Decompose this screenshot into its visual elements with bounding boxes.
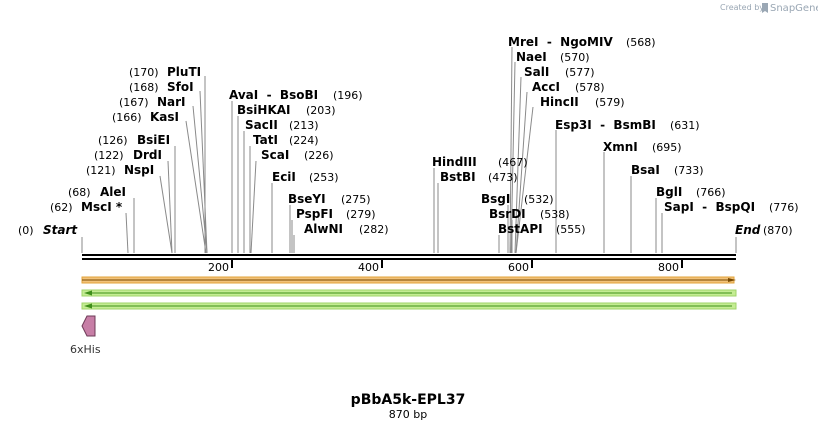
site-name-kasi[interactable]: KasI xyxy=(150,110,179,124)
restriction-sites: (170) PluTI (168) SfoI (167) NarI (166) … xyxy=(50,35,799,236)
site-name-alwni[interactable]: AlwNI xyxy=(304,222,343,236)
site-pos-bsiei: (126) xyxy=(98,134,128,147)
site-pos-scai: (226) xyxy=(304,149,334,162)
site-pos-kasi: (166) xyxy=(112,111,142,124)
site-name-alei[interactable]: AleI xyxy=(100,185,126,199)
site-name-bsgi[interactable]: BsgI xyxy=(481,192,510,206)
end-label: End xyxy=(735,223,761,237)
ruler-label-800: 800 xyxy=(658,261,679,274)
site-name-hincii[interactable]: HincII xyxy=(540,95,579,109)
ruler-label-400: 400 xyxy=(358,261,379,274)
site-pos-hindiii: (467) xyxy=(498,156,528,169)
site-name-pspfi[interactable]: PspFI xyxy=(296,207,333,221)
site-name-bstbi[interactable]: BstBI xyxy=(440,170,476,184)
site-pos-acci: (578) xyxy=(575,81,605,94)
ruler-label-200: 200 xyxy=(208,261,229,274)
site-pos-bsrdi: (538) xyxy=(540,208,570,221)
site-name-esp3i-bsmbi[interactable]: Esp3I - BsmBI xyxy=(555,118,656,132)
site-name-pluti[interactable]: PluTI xyxy=(167,65,201,79)
map-subtitle: 870 bp xyxy=(389,408,427,421)
feature-6xhis[interactable]: 6xHis xyxy=(70,315,101,356)
site-name-tati[interactable]: TatI xyxy=(253,133,278,147)
site-pos-hincii: (579) xyxy=(595,96,625,109)
site-pos-nari: (167) xyxy=(119,96,149,109)
site-pos-alei: (68) xyxy=(68,186,91,199)
site-name-sali[interactable]: SalI xyxy=(524,65,549,79)
site-pos-alwni: (282) xyxy=(359,223,389,236)
snapgene-logo-icon xyxy=(762,3,768,13)
site-name-mrei-ngomiv[interactable]: MreI - NgoMIV xyxy=(508,35,613,49)
ruler: 200 400 600 800 xyxy=(208,260,683,274)
site-pos-mrei-ngomiv: (568) xyxy=(626,36,656,49)
start-label: Start xyxy=(43,223,78,237)
site-pos-bgli: (766) xyxy=(696,186,726,199)
site-pos-sfoi: (168) xyxy=(129,81,159,94)
site-pos-bsai: (733) xyxy=(674,164,704,177)
site-name-hindiii[interactable]: HindIII xyxy=(432,155,477,169)
site-pos-drdi: (122) xyxy=(94,149,124,162)
site-pos-bstbi: (473) xyxy=(488,171,518,184)
site-name-drdi[interactable]: DrdI xyxy=(133,148,162,162)
site-name-scai[interactable]: ScaI xyxy=(261,148,289,162)
created-by-text: Created by xyxy=(720,3,764,12)
site-pos-bsgi: (532) xyxy=(524,193,554,206)
start-position: (0) xyxy=(18,224,34,237)
site-pos-pluti: (170) xyxy=(129,66,159,79)
site-name-msci[interactable]: MscI * xyxy=(81,200,123,214)
site-pos-naei: (570) xyxy=(560,51,590,64)
site-pos-msci: (62) xyxy=(50,201,73,214)
site-name-xmni[interactable]: XmnI xyxy=(603,140,638,154)
site-pos-sacii: (213) xyxy=(289,119,319,132)
sequence-backbone xyxy=(82,254,736,260)
site-pos-xmni: (695) xyxy=(652,141,682,154)
site-name-acci[interactable]: AccI xyxy=(532,80,560,94)
site-name-nari[interactable]: NarI xyxy=(157,95,186,109)
track-forward-orange[interactable] xyxy=(81,276,736,284)
site-pos-pspfi: (279) xyxy=(346,208,376,221)
site-name-bseyi[interactable]: BseYI xyxy=(288,192,326,206)
site-pos-bseyi: (275) xyxy=(341,193,371,206)
site-pos-sapi-bspqi: (776) xyxy=(769,201,799,214)
site-leader-lines xyxy=(81,46,737,254)
site-name-avai-bsobi[interactable]: AvaI - BsoBI xyxy=(229,88,318,102)
site-name-nspi[interactable]: NspI xyxy=(124,163,154,177)
map-title: pBbA5k-EPL37 xyxy=(351,392,466,408)
track-reverse-green-1[interactable] xyxy=(81,289,737,297)
site-pos-ecii: (253) xyxy=(309,171,339,184)
site-name-bsai[interactable]: BsaI xyxy=(631,163,660,177)
ruler-label-600: 600 xyxy=(508,261,529,274)
site-name-bstapi[interactable]: BstAPI xyxy=(498,222,543,236)
feature-6xhis-label: 6xHis xyxy=(70,343,101,356)
ruler-tick-200 xyxy=(231,260,233,268)
site-name-sapi-bspqi[interactable]: SapI - BspQI xyxy=(664,200,755,214)
ruler-tick-600 xyxy=(531,260,533,268)
site-name-ecii[interactable]: EciI xyxy=(272,170,296,184)
site-pos-nspi: (121) xyxy=(86,164,116,177)
site-name-sacii[interactable]: SacII xyxy=(245,118,278,132)
site-name-bgli[interactable]: BglI xyxy=(656,185,682,199)
site-name-bsiei[interactable]: BsiEI xyxy=(137,133,170,147)
snapgene-brand-text: SnapGene xyxy=(770,3,818,14)
ruler-tick-800 xyxy=(681,260,683,268)
site-pos-bstapi: (555) xyxy=(556,223,586,236)
site-name-bsrdi[interactable]: BsrDI xyxy=(489,207,526,221)
track-reverse-green-2[interactable] xyxy=(81,302,737,310)
site-name-naei[interactable]: NaeI xyxy=(516,50,547,64)
site-name-bsihkai[interactable]: BsiHKAI xyxy=(237,103,291,117)
ruler-tick-400 xyxy=(381,260,383,268)
site-pos-avai-bsobi: (196) xyxy=(333,89,363,102)
site-pos-esp3i-bsmbi: (631) xyxy=(670,119,700,132)
site-name-sfoi[interactable]: SfoI xyxy=(167,80,194,94)
end-position: (870) xyxy=(763,224,793,237)
site-pos-bsihkai: (203) xyxy=(306,104,336,117)
site-pos-tati: (224) xyxy=(289,134,319,147)
6xhis-arrow-icon xyxy=(81,315,96,337)
site-pos-sali: (577) xyxy=(565,66,595,79)
